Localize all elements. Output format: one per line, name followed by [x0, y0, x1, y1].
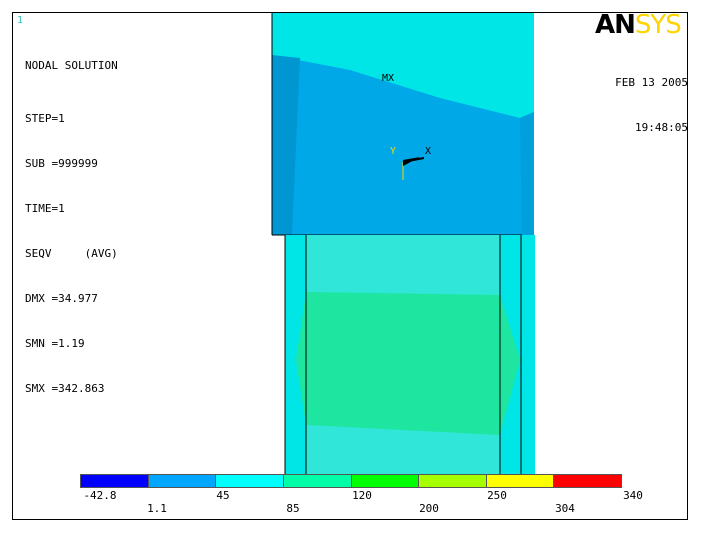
legend-swatch-7	[486, 475, 555, 487]
info-dmx: DMX =34.977	[25, 292, 98, 305]
solution-info-block: NODAL SOLUTION STEP=1 SUB =999999 TIME=1…	[25, 28, 118, 411]
contour-legend-bar	[80, 474, 622, 488]
solution-title: NODAL SOLUTION	[25, 59, 118, 72]
max-marker: MX	[382, 73, 395, 84]
info-step: STEP=1	[25, 112, 65, 125]
legend-tick-upper-5: 340	[623, 489, 643, 502]
axis-x-label: X	[425, 146, 432, 157]
legend-swatch-2	[148, 475, 217, 487]
ansys-logo: ANSYS	[595, 10, 682, 40]
legend-swatch-8	[554, 475, 621, 487]
legend-tick-upper-3: 120	[352, 489, 372, 502]
legend-swatch-4	[283, 475, 352, 487]
legend-tick-lower-2: 85	[286, 502, 300, 515]
info-smx: SMX =342.863	[25, 382, 105, 395]
legend-tick-lower-1: 1.1	[147, 502, 167, 515]
info-sub: SUB =999999	[25, 157, 98, 170]
legend-swatch-1	[81, 475, 149, 487]
plot-date: FEB 13 2005	[615, 76, 688, 89]
legend-swatch-5	[351, 475, 420, 487]
logo-an: AN	[595, 10, 636, 40]
info-seqv: SEQV (AVG)	[25, 247, 118, 260]
datetime-block: FEB 13 2005 19:48:05	[615, 45, 688, 150]
legend-tick-upper-1: -42.8	[83, 489, 117, 502]
legend-swatch-6	[419, 475, 487, 487]
logo-sys: SYS	[634, 10, 682, 40]
legend-tick-upper-2: 45	[216, 489, 230, 502]
legend-tick-lower-3: 200	[419, 502, 439, 515]
legend-tick-upper-4: 250	[487, 489, 507, 502]
info-smn: SMN =1.19	[25, 337, 85, 350]
legend-tick-lower-4: 304	[555, 502, 575, 515]
window-number: 1	[17, 15, 24, 26]
plot-time: 19:48:05	[635, 121, 688, 134]
legend-swatch-3	[216, 475, 284, 487]
axis-y-label: Y	[390, 146, 397, 157]
info-time: TIME=1	[25, 202, 65, 215]
